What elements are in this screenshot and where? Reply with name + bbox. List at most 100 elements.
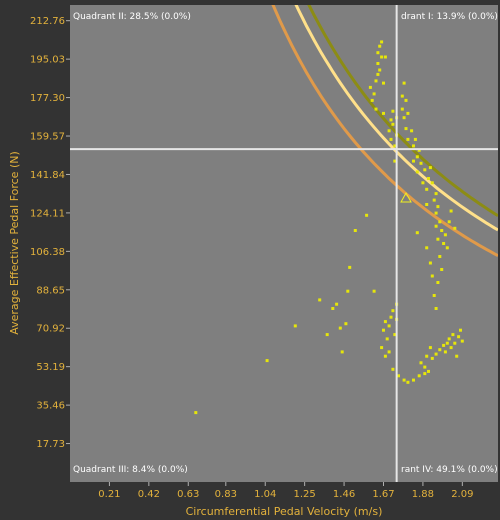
data-point [443, 233, 447, 237]
y-tick-label: 70.92 [36, 324, 65, 335]
data-point [365, 213, 369, 217]
data-point [402, 81, 406, 85]
x-tick-label: 1.04 [254, 489, 276, 500]
data-point [421, 181, 425, 185]
y-axis-ticks: 212.76 195.03 177.30 159.57 141.84 124.11 106.… [30, 16, 70, 450]
data-point [436, 205, 440, 209]
data-point [383, 354, 387, 358]
x-tick-label: 1.25 [294, 489, 316, 500]
data-point [440, 268, 444, 271]
data-point [372, 92, 376, 96]
data-point [380, 346, 384, 350]
y-tick-label: 53.19 [36, 362, 65, 373]
x-tick-label: 1.46 [333, 489, 355, 500]
data-point [404, 127, 408, 131]
data-point [419, 361, 423, 365]
x-axis-label: Circumferential Pedal Velocity (m/s) [186, 505, 383, 518]
x-tick-label: 2.09 [451, 489, 473, 500]
data-point [428, 261, 432, 265]
data-point [423, 365, 427, 369]
x-tick-label: 1.67 [372, 489, 394, 500]
data-point [445, 341, 449, 345]
data-point [348, 265, 352, 269]
data-point [383, 55, 387, 59]
data-point [455, 354, 459, 358]
data-point [423, 168, 427, 172]
data-point [393, 159, 397, 163]
data-point [374, 79, 378, 83]
data-point [442, 343, 446, 347]
data-point [413, 137, 417, 141]
data-point [434, 211, 438, 215]
crosshair [70, 5, 498, 482]
data-point [434, 192, 438, 196]
data-point [425, 246, 429, 250]
y-tick-label: 212.76 [30, 16, 65, 27]
data-point [438, 255, 442, 258]
data-point [436, 237, 440, 241]
y-axis-label: Average Effective Pedal Force (N) [8, 151, 21, 335]
data-point [427, 177, 430, 180]
data-point [406, 380, 410, 384]
data-point [335, 302, 339, 306]
data-point [425, 354, 429, 358]
data-point [445, 246, 449, 250]
x-tick-label: 0.42 [138, 489, 160, 500]
data-point [419, 161, 423, 165]
quadrant-label-bottom-left: Quadrant III: 8.4% (0.0%) [73, 465, 188, 475]
data-point [415, 155, 419, 159]
data-point [391, 109, 395, 113]
data-point [376, 51, 380, 55]
data-point [325, 333, 329, 337]
y-tick-label: 88.65 [36, 285, 65, 296]
data-point [391, 367, 395, 371]
data-point [400, 107, 404, 111]
data-point [374, 107, 378, 111]
data-point [393, 333, 397, 337]
data-point [353, 229, 357, 232]
data-point [417, 374, 421, 378]
plot-background [70, 5, 498, 482]
data-point [436, 281, 440, 284]
data-point [340, 350, 344, 354]
data-point [265, 359, 269, 363]
iso-power-curve-2 [294, 5, 498, 232]
data-point [443, 350, 447, 354]
x-tick-label: 1.88 [412, 489, 434, 500]
data-point [293, 324, 297, 328]
y-tick-label: 159.57 [30, 132, 65, 143]
data-point [459, 328, 462, 332]
data-point [430, 356, 434, 360]
data-point [331, 307, 335, 310]
y-tick-label: 141.84 [30, 170, 65, 181]
data-point [194, 411, 198, 415]
data-point [402, 116, 406, 120]
data-point [406, 137, 410, 141]
data-point [391, 309, 395, 313]
data-point [425, 203, 429, 206]
data-point [397, 374, 400, 378]
data-point [393, 144, 397, 148]
data-point [430, 181, 434, 185]
x-axis-ticks: 0.21 0.42 0.63 0.83 1.04 1.25 1.46 1.67 1.88 2.09 [98, 482, 473, 500]
data-point [382, 328, 385, 332]
x-tick-label: 0.63 [177, 489, 199, 500]
data-point [318, 298, 322, 302]
data-point [346, 289, 350, 293]
data-point [438, 348, 442, 352]
data-point [389, 118, 393, 122]
data-point [380, 55, 384, 59]
data-point [425, 187, 429, 191]
data-point [432, 294, 436, 297]
data-point [453, 226, 457, 230]
quadrant-label-top-left: Quadrant II: 28.5% (0.0%) [73, 12, 191, 22]
y-tick-label: 177.30 [30, 93, 65, 104]
data-point [344, 322, 348, 326]
data-point [376, 62, 380, 65]
data-point [442, 242, 446, 245]
x-tick-label: 0.21 [98, 489, 120, 500]
average-marker [400, 191, 412, 203]
data-point [447, 337, 451, 341]
data-point [423, 372, 427, 376]
data-point [451, 333, 455, 337]
